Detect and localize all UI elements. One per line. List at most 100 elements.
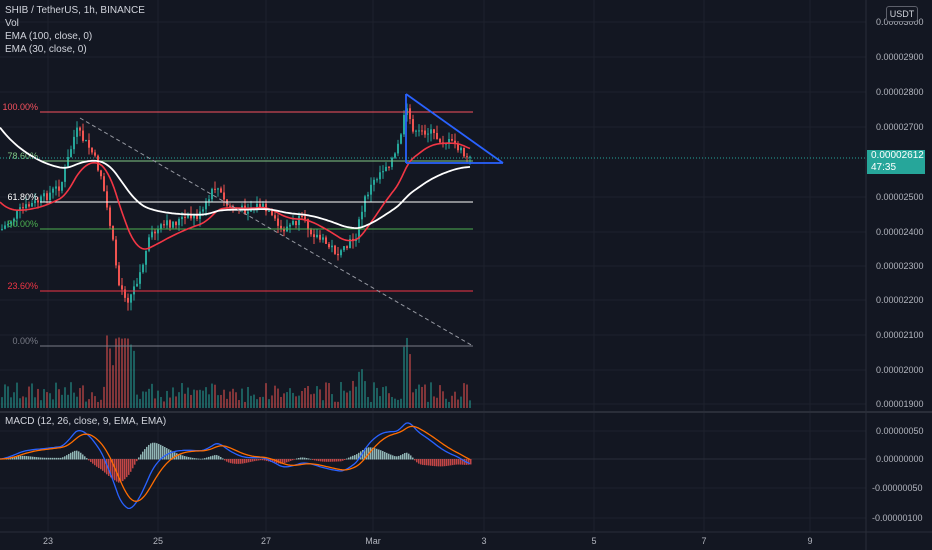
- candle-body: [310, 229, 312, 235]
- macd-histogram-bar: [54, 457, 56, 460]
- volume-bar: [187, 387, 189, 408]
- volume-bar: [301, 391, 303, 408]
- volume-bar: [19, 398, 21, 408]
- macd-histogram-bar: [22, 455, 24, 460]
- volume-bar: [85, 401, 87, 408]
- macd-histogram-bar: [150, 443, 152, 460]
- macd-histogram-bar: [106, 459, 108, 475]
- macd-histogram-bar: [398, 455, 400, 460]
- volume-bar: [268, 399, 270, 408]
- candle-body: [22, 207, 24, 209]
- time-axis[interactable]: 23 25 27 Mar 3 5 7 9: [43, 536, 813, 546]
- price-tick-label: 0.00002200: [876, 295, 924, 305]
- macd-histogram-bar: [152, 442, 154, 460]
- volume-bar: [52, 399, 54, 408]
- macd-histogram-bar: [214, 455, 216, 460]
- macd-histogram-bar: [234, 459, 236, 464]
- candle-body: [139, 272, 141, 284]
- volume-bar: [256, 399, 258, 408]
- macd-histogram-bar: [392, 455, 394, 460]
- volume-bar: [217, 395, 219, 408]
- macd-histogram-bar: [210, 456, 212, 460]
- candle-body: [7, 223, 9, 226]
- macd-histogram-bar: [252, 459, 254, 462]
- macd-histogram-bar: [16, 456, 18, 460]
- candle-body: [376, 179, 378, 181]
- candle-body: [313, 234, 315, 238]
- macd-histogram-bar: [126, 459, 128, 478]
- candle-body: [304, 216, 306, 220]
- macd-legend[interactable]: MACD (12, 26, close, 9, EMA, EMA): [5, 416, 167, 427]
- candle-body: [40, 196, 42, 203]
- candle-body: [184, 217, 186, 219]
- volume-bar: [337, 401, 339, 408]
- volume-bar: [457, 399, 459, 408]
- price-axis[interactable]: 0.00003000 0.00002900 0.00002800 0.00002700…: [876, 17, 924, 409]
- volume-bar: [61, 394, 63, 408]
- volume-bar: [253, 394, 255, 408]
- volume-bar: [469, 400, 471, 408]
- candle-body: [412, 119, 414, 132]
- volume-bar: [361, 369, 363, 408]
- fibonacci-retracement[interactable]: 100.00% 78.60% 61.80% 50.00% 23.60% 0.00%: [2, 102, 473, 347]
- macd-histogram-bar: [236, 459, 238, 464]
- triangle-pattern[interactable]: [405, 93, 504, 164]
- macd-histogram-bar: [146, 446, 148, 460]
- macd-histogram-bar: [358, 452, 360, 460]
- volume-bar: [388, 393, 390, 408]
- candle-body: [427, 133, 429, 135]
- price-tick-label: 0.00002500: [876, 192, 924, 202]
- candle-body: [169, 220, 171, 228]
- dashed-trend-line[interactable]: [79, 117, 474, 347]
- vol-legend[interactable]: Vol: [5, 18, 19, 29]
- macd-histogram-bar: [240, 459, 242, 464]
- macd-histogram-bar: [192, 457, 194, 460]
- macd-histogram-bar: [226, 459, 228, 462]
- macd-histogram-bar: [400, 455, 402, 460]
- candle-body: [379, 172, 381, 180]
- candle-body: [154, 231, 156, 234]
- macd-histogram-bar: [332, 459, 334, 462]
- macd-histogram-bar: [312, 459, 314, 460]
- symbol-legend[interactable]: SHIB / TetherUS, 1h, BINANCE Vol EMA (10…: [5, 4, 145, 56]
- volume-bar: [190, 394, 192, 408]
- volume-bar: [277, 388, 279, 408]
- volume-bar: [247, 386, 249, 408]
- currency-unit-button[interactable]: USDT: [886, 6, 918, 22]
- macd-histogram-bar: [110, 459, 112, 478]
- macd-histogram-bar: [220, 456, 222, 460]
- volume-bar: [34, 397, 36, 408]
- symbol-title[interactable]: SHIB / TetherUS, 1h, BINANCE: [5, 5, 145, 16]
- candle-body: [166, 220, 168, 226]
- macd-histogram-bar: [280, 459, 282, 464]
- candle-body: [124, 289, 126, 298]
- volume-bar: [202, 390, 204, 408]
- volume-bar: [451, 395, 453, 408]
- volume-bar: [262, 396, 264, 408]
- macd-histogram-bar: [154, 442, 156, 460]
- volume-bar: [73, 392, 75, 408]
- candle-body: [190, 214, 192, 219]
- macd-histogram-bar: [394, 456, 396, 460]
- macd-histogram-bar: [336, 459, 338, 462]
- macd-histogram-bar: [460, 459, 462, 465]
- candle-body: [418, 130, 420, 132]
- macd-histogram-bar: [92, 459, 94, 464]
- macd-histogram-bar: [42, 457, 44, 460]
- macd-axis[interactable]: 0.00000050 0.00000000 -0.00000050 -0.000001…: [872, 426, 924, 523]
- macd-histogram-bar: [262, 459, 264, 461]
- ema30-legend[interactable]: EMA (30, close, 0): [5, 44, 87, 55]
- macd-histogram-bar: [68, 453, 70, 460]
- candle-body: [403, 114, 405, 135]
- candle-body: [100, 170, 102, 177]
- volume-bar: [220, 394, 222, 408]
- candle-body: [4, 225, 6, 229]
- candle-body: [94, 152, 96, 156]
- macd-histogram-bar: [452, 459, 454, 466]
- candle-body: [64, 167, 66, 182]
- candle-body: [457, 143, 459, 151]
- ema100-legend[interactable]: EMA (100, close, 0): [5, 31, 93, 42]
- volume-bar: [58, 389, 60, 408]
- macd-histogram-bar: [138, 457, 140, 460]
